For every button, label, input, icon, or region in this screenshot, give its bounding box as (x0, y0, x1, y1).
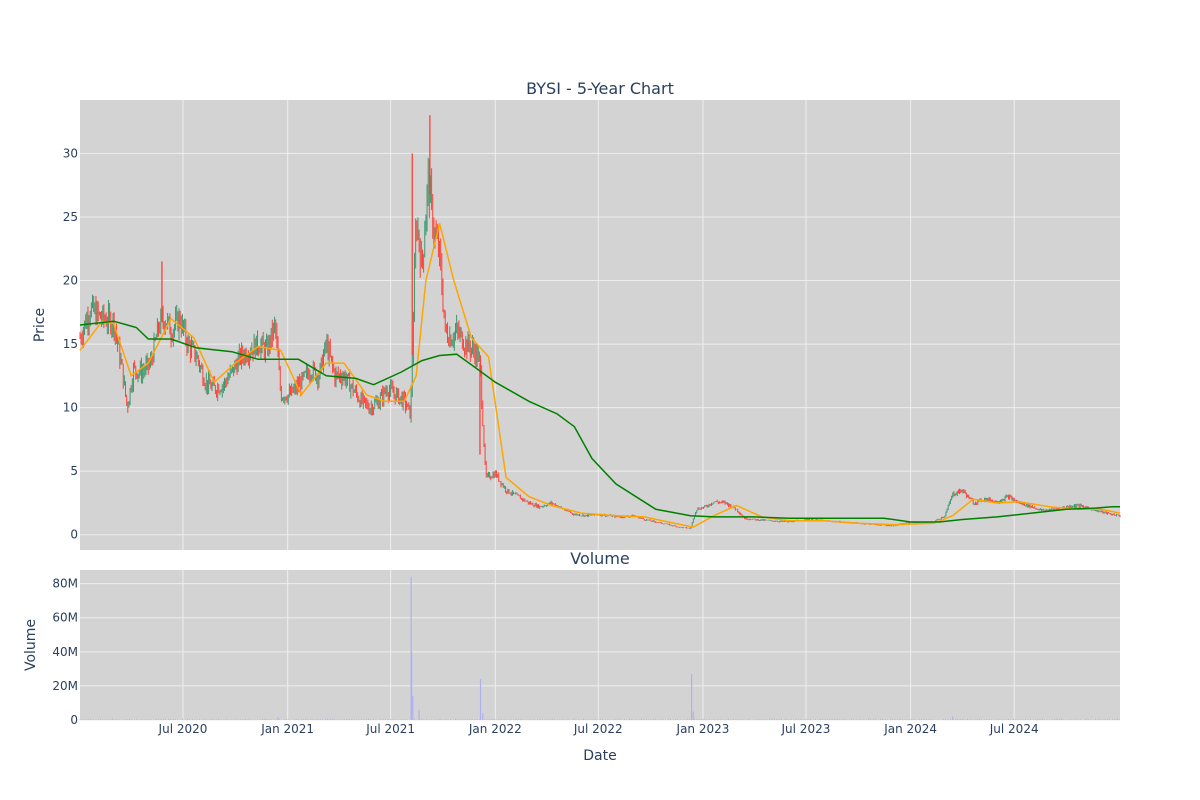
price-y-tick-label: 5 (70, 464, 78, 478)
volume-y-tick-label: 60M (52, 611, 78, 625)
price-y-ticks: 0 5 10 15 20 25 30 (63, 146, 78, 541)
x-tick-label: Jan 2021 (260, 722, 314, 736)
volume-y-tick-label: 80M (52, 577, 78, 591)
x-tick-label: Jul 2023 (781, 722, 831, 736)
price-candles (79, 115, 1121, 529)
x-tick-label: Jan 2022 (468, 722, 522, 736)
ma-short-line (79, 223, 1121, 528)
price-axis-title: Price (32, 308, 48, 342)
volume-title: Volume (570, 549, 630, 568)
price-y-tick-label: 20 (63, 274, 78, 288)
price-plot-area (80, 100, 1120, 550)
volume-y-tick-label: 40M (52, 645, 78, 659)
price-y-tick-label: 10 (63, 401, 78, 415)
volume-y-ticks: 0 20M 40M 60M 80M (52, 577, 78, 727)
price-y-tick-label: 15 (63, 337, 78, 351)
date-axis-title: Date (583, 748, 616, 764)
x-tick-label: Jan 2024 (883, 722, 937, 736)
x-tick-label: Jul 2021 (365, 722, 415, 736)
ma-long-line (79, 320, 1120, 523)
chart-title: BYSI - 5-Year Chart (526, 79, 674, 98)
volume-x-ticks: Jul 2020 Jan 2021 Jul 2021 Jan 2022 Jul 2022… (158, 722, 1039, 736)
volume-bars (79, 576, 1120, 720)
price-y-tick-label: 0 (70, 528, 78, 542)
x-tick-label: Jan 2023 (676, 722, 730, 736)
volume-y-tick-label: 0 (70, 713, 78, 727)
price-y-tick-label: 30 (63, 146, 78, 160)
price-gridlines (80, 100, 1120, 550)
x-tick-label: Jul 2020 (158, 722, 208, 736)
x-tick-label: Jul 2022 (573, 722, 623, 736)
volume-gridlines (80, 570, 1120, 721)
x-tick-label: Jul 2024 (989, 722, 1039, 736)
volume-plot-area (80, 570, 1120, 720)
volume-y-tick-label: 20M (52, 679, 78, 693)
volume-axis-title: Volume (23, 619, 39, 671)
price-y-tick-label: 25 (63, 210, 78, 224)
